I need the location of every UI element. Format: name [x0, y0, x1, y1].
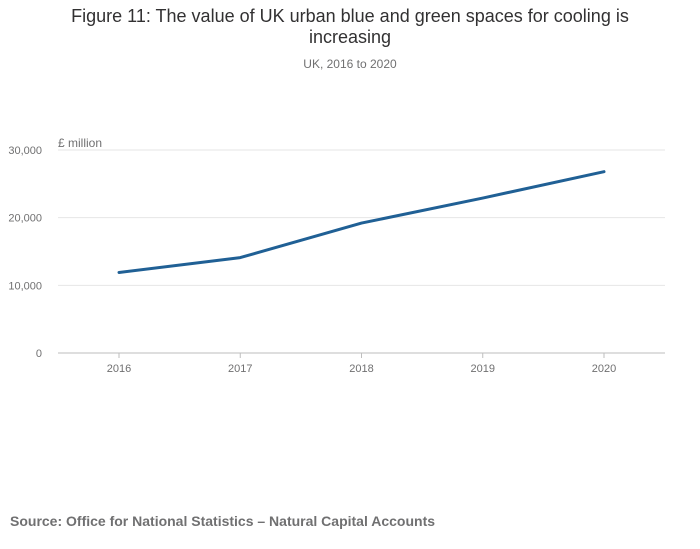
- x-tick-label: 2017: [228, 363, 252, 375]
- y-tick-label: 30,000: [8, 145, 42, 157]
- y-tick-label: 10,000: [8, 280, 42, 292]
- chart-subtitle: UK, 2016 to 2020: [303, 57, 397, 71]
- y-tick-label: 0: [36, 348, 42, 360]
- line-chart: 0 10,000 20,000 30,000 2016 2017 2018 2019 2020 £…: [8, 136, 665, 375]
- source-note: Source: Office for National Statistics –…: [10, 513, 436, 529]
- x-tick-label: 2016: [107, 363, 131, 375]
- x-tick-label: 2019: [471, 363, 495, 375]
- y-axis-label: £ million: [58, 136, 102, 150]
- y-tick-label: 20,000: [8, 213, 42, 225]
- x-tick-label: 2018: [349, 363, 373, 375]
- chart-title: Figure 11: The value of UK urban blue an…: [71, 6, 629, 47]
- x-tick-label: 2020: [592, 363, 616, 375]
- series-line: [117, 170, 606, 274]
